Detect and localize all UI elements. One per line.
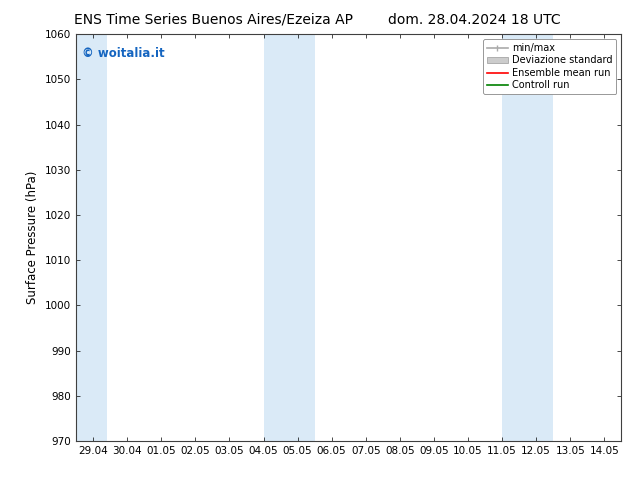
Text: © woitalia.it: © woitalia.it (82, 47, 164, 59)
Legend: min/max, Deviazione standard, Ensemble mean run, Controll run: min/max, Deviazione standard, Ensemble m… (483, 39, 616, 94)
Bar (264, 34, 314, 441)
Bar (502, 34, 553, 441)
Text: ENS Time Series Buenos Aires/Ezeiza AP        dom. 28.04.2024 18 UTC: ENS Time Series Buenos Aires/Ezeiza AP d… (74, 12, 560, 26)
Bar (76, 34, 107, 441)
Y-axis label: Surface Pressure (hPa): Surface Pressure (hPa) (27, 171, 39, 304)
